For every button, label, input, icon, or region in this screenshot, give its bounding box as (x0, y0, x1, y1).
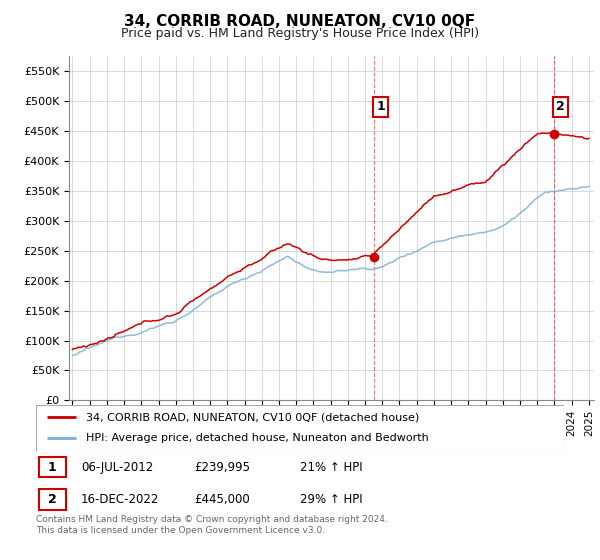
Text: Contains HM Land Registry data © Crown copyright and database right 2024.
This d: Contains HM Land Registry data © Crown c… (36, 515, 388, 535)
Text: Price paid vs. HM Land Registry's House Price Index (HPI): Price paid vs. HM Land Registry's House … (121, 27, 479, 40)
Text: 1: 1 (377, 100, 385, 114)
Text: 06-JUL-2012: 06-JUL-2012 (81, 461, 153, 474)
Text: £239,995: £239,995 (194, 461, 250, 474)
Text: £445,000: £445,000 (194, 493, 250, 506)
Bar (38, 489, 66, 510)
Text: 34, CORRIB ROAD, NUNEATON, CV10 0QF (detached house): 34, CORRIB ROAD, NUNEATON, CV10 0QF (det… (86, 412, 419, 422)
Text: HPI: Average price, detached house, Nuneaton and Bedworth: HPI: Average price, detached house, Nune… (86, 433, 429, 444)
Text: 21% ↑ HPI: 21% ↑ HPI (300, 461, 362, 474)
Text: 2: 2 (556, 100, 565, 114)
Text: 34, CORRIB ROAD, NUNEATON, CV10 0QF: 34, CORRIB ROAD, NUNEATON, CV10 0QF (124, 14, 476, 29)
Text: 16-DEC-2022: 16-DEC-2022 (81, 493, 159, 506)
Text: 29% ↑ HPI: 29% ↑ HPI (300, 493, 362, 506)
Bar (38, 457, 66, 478)
Text: 2: 2 (48, 493, 57, 506)
Text: 1: 1 (48, 461, 57, 474)
